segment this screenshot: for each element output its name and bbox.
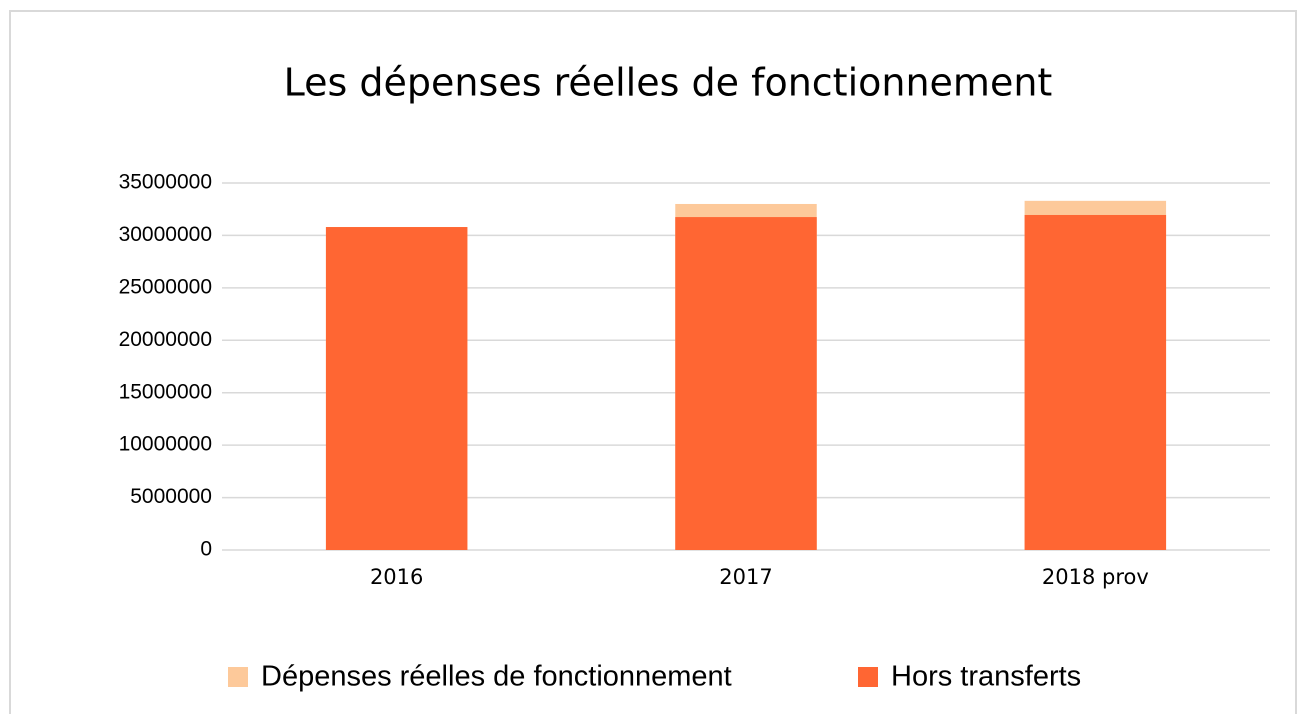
chart-title: Les dépenses réelles de fonctionnement xyxy=(284,61,1053,105)
bar xyxy=(325,227,468,551)
y-tick-label: 0 xyxy=(200,538,212,561)
y-tick-label: 25000000 xyxy=(119,275,212,298)
bar xyxy=(1024,214,1167,550)
bar xyxy=(675,217,817,551)
y-tick-label: 15000000 xyxy=(119,380,212,403)
legend-label: Hors transferts xyxy=(891,661,1081,693)
y-tick-label: 35000000 xyxy=(119,171,212,194)
y-tick-label: 5000000 xyxy=(130,485,212,508)
y-tick-label: 10000000 xyxy=(119,433,212,456)
x-tick-label: 2018 prov xyxy=(1042,565,1149,589)
x-tick-label: 2016 xyxy=(370,565,423,589)
legend-label: Dépenses réelles de fonctionnement xyxy=(261,661,732,693)
y-tick-label: 20000000 xyxy=(119,328,212,351)
legend-swatch xyxy=(228,667,248,687)
x-tick-label: 2017 xyxy=(719,565,772,589)
legend-swatch xyxy=(858,667,878,687)
y-tick-label: 30000000 xyxy=(119,223,212,246)
